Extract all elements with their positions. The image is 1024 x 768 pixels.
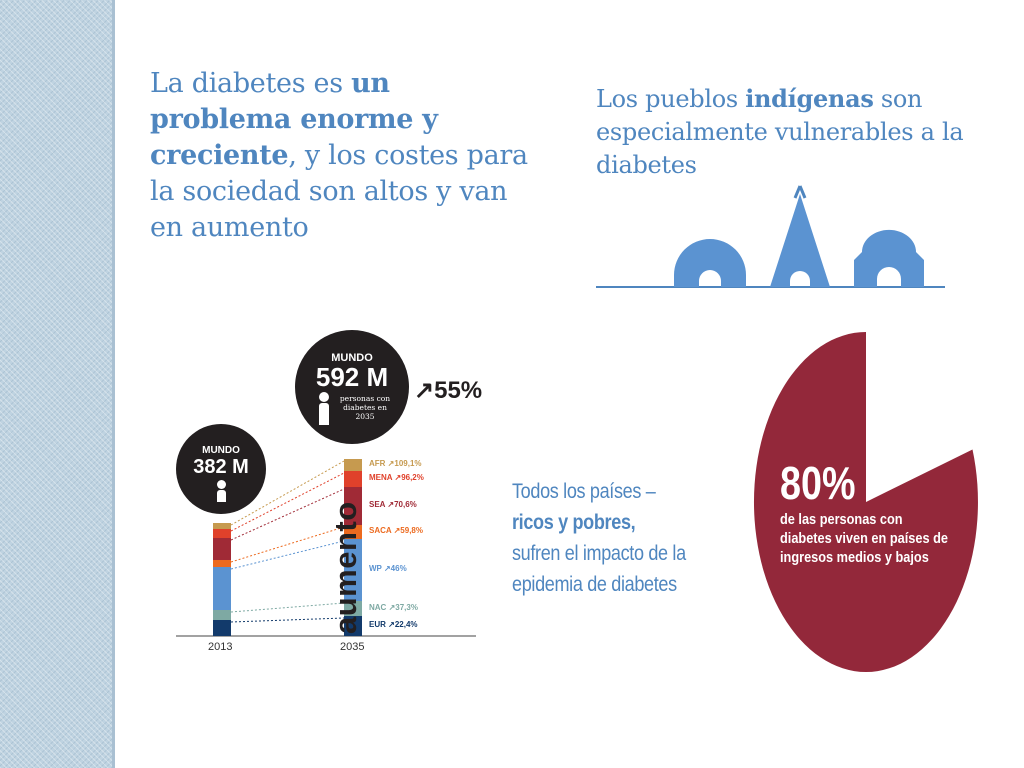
headline-bold: un problema enorme y creciente	[150, 68, 438, 171]
bubble-2035-caption: personas con diabetes en 2035	[339, 394, 391, 421]
tipi-icon	[770, 194, 830, 287]
region-label-sea: SEA ↗70,6%	[369, 500, 417, 509]
bar-segment-saca	[213, 560, 231, 567]
region-name: WP	[369, 564, 384, 573]
up-arrow-icon: ↗	[393, 526, 401, 535]
year-2013: 2013	[208, 641, 233, 653]
side-pattern-band	[0, 0, 112, 768]
bar-segment-mena	[213, 529, 231, 538]
bar-segment-sea	[344, 487, 362, 525]
bubble-2013: MUNDO 382 M	[176, 424, 266, 514]
todos-line-1: Todos los países –	[512, 480, 656, 503]
todos-los-paises-text: Todos los países – ricos y pobres, sufre…	[512, 476, 718, 600]
todos-line-2: sufren el impacto de la epidemia de diab…	[512, 542, 686, 596]
bar-segment-eur	[213, 620, 231, 636]
indigenous-part-1: Los pueblos	[596, 85, 746, 113]
region-name: NAC	[369, 602, 389, 612]
bar-segment-afr	[344, 459, 362, 471]
up-arrow-icon: ↗	[388, 602, 396, 612]
todos-bold: ricos y pobres,	[512, 511, 636, 534]
pie-caption: de las personas con diabetes viven en pa…	[780, 511, 948, 566]
region-change: 109,1%	[394, 459, 422, 468]
increase-arrow-icon: ↗	[414, 377, 435, 404]
connector-nac	[230, 602, 345, 613]
bar-2035	[344, 459, 362, 636]
pie-text: 80% de las personas con diabetes viven e…	[780, 456, 980, 567]
diabetes-regions-chart	[176, 459, 476, 637]
bar-segment-wp	[213, 567, 231, 610]
bar-segment-afr	[213, 523, 231, 529]
headline-diabetes-problem: La diabetes es un problema enorme y crec…	[150, 66, 530, 246]
region-label-nac: NAC ↗37,3%	[369, 603, 418, 612]
connector-mena	[230, 472, 345, 532]
up-arrow-icon: ↗	[388, 620, 395, 629]
region-change: 37,3%	[395, 602, 418, 612]
bar-segment-sea	[213, 538, 231, 560]
up-arrow-icon: ↗	[387, 500, 395, 509]
indigenous-dwellings-illustration	[596, 185, 945, 288]
year-2035: 2035	[340, 641, 365, 653]
bubble-2035-label: MUNDO	[331, 352, 373, 364]
bar-2013	[213, 523, 231, 636]
increase-label: ↗55%	[414, 376, 482, 405]
headline-part-1: La diabetes es	[150, 68, 352, 99]
connector-wp	[230, 540, 345, 570]
tipi-poles-icon	[793, 185, 807, 199]
region-label-mena: MENA ↗96,2%	[369, 473, 424, 482]
side-band-edge	[112, 0, 115, 768]
connector-eur	[230, 617, 345, 623]
region-label-wp: WP ↗46%	[369, 564, 407, 573]
bubble-2035: MUNDO 592 M personas con diabetes en 203…	[295, 330, 409, 444]
region-name: MENA	[369, 473, 395, 482]
headline-part-2: , y los costes para la sociedad son alto…	[150, 140, 528, 243]
increase-value: 55%	[434, 377, 483, 404]
region-label-eur: EUR ↗22,4%	[369, 620, 418, 629]
pie-80-percent	[753, 331, 978, 672]
region-label-saca: SACA ↗59,8%	[369, 526, 423, 535]
region-name: SACA	[369, 526, 394, 535]
indigenous-text: Los pueblos indígenas son especialmente …	[596, 82, 976, 182]
region-name: SEA	[369, 500, 388, 509]
up-arrow-icon: ↗	[383, 564, 391, 573]
bubble-2035-value: 592 M	[315, 362, 389, 392]
bar-segment-wp	[344, 539, 362, 601]
region-change: 96,2%	[401, 473, 424, 482]
bar-segment-mena	[344, 471, 362, 487]
connector-sea	[230, 488, 345, 541]
indigenous-bold: indígenas	[745, 84, 874, 113]
region-change: 46%	[390, 564, 407, 573]
person-icon	[319, 392, 329, 402]
dome-hut-icon	[674, 239, 746, 287]
region-change: 59,8%	[400, 526, 423, 535]
region-name: AFR	[369, 459, 388, 468]
pie-percent: 80%	[780, 457, 856, 509]
person-icon	[216, 480, 226, 489]
bar-segment-eur	[344, 616, 362, 636]
person-body-icon	[216, 490, 226, 502]
connector-lines	[230, 460, 345, 623]
region-label-afr: AFR ↗109,1%	[369, 459, 422, 468]
bar-segment-saca	[344, 525, 362, 539]
region-name: EUR	[369, 620, 389, 629]
person-body-icon	[319, 403, 329, 425]
region-change: 70,6%	[394, 500, 417, 509]
up-arrow-icon: ↗	[394, 473, 402, 482]
bar-segment-nac	[344, 601, 362, 616]
up-arrow-icon: ↗	[387, 459, 395, 468]
connector-afr	[230, 460, 345, 526]
bubble-2013-label: MUNDO	[202, 445, 240, 456]
aumento-label: aumento	[328, 501, 363, 634]
bubble-2013-value: 382 M	[193, 456, 249, 478]
pie-slice-80	[753, 331, 978, 672]
indigenous-part-2: son especialmente vulnerables a la diabe…	[596, 85, 964, 179]
house-icon	[854, 229, 924, 287]
bar-segment-nac	[213, 610, 231, 620]
region-change: 22,4%	[394, 620, 418, 629]
house-chimney	[886, 241, 892, 245]
